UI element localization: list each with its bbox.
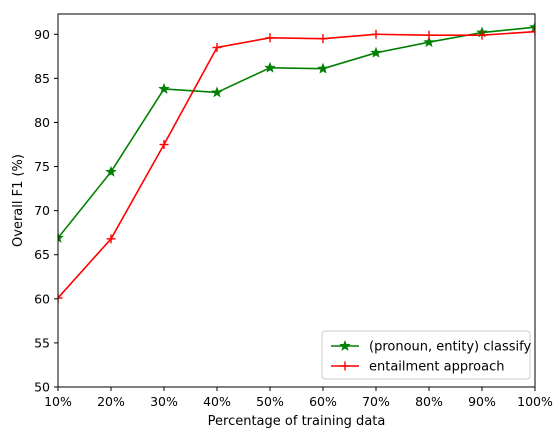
x-tick-label: 70% — [362, 394, 390, 409]
y-axis-label: Overall F1 (%) — [11, 154, 26, 247]
y-tick-label: 70 — [34, 203, 50, 218]
x-tick-label: 100% — [517, 394, 553, 409]
legend-label: entailment approach — [369, 360, 505, 375]
data-point — [159, 140, 169, 150]
data-point — [477, 30, 487, 40]
y-tick-label: 50 — [34, 380, 50, 395]
data-point — [58, 231, 64, 243]
data-point — [424, 30, 434, 40]
y-tick-label: 60 — [34, 291, 50, 306]
legend-box — [321, 330, 531, 380]
data-point — [58, 293, 63, 303]
y-tick-label: 55 — [34, 335, 50, 350]
legend-marker — [340, 361, 350, 371]
data-point — [211, 86, 223, 98]
x-tick-label: 30% — [150, 394, 178, 409]
series-1 — [58, 27, 535, 303]
data-point — [106, 234, 116, 244]
x-tick-label: 80% — [415, 394, 443, 409]
y-tick-label: 85 — [34, 71, 50, 86]
series-0 — [58, 21, 535, 243]
x-tick-label: 10% — [44, 394, 72, 409]
data-point — [317, 62, 329, 74]
data-point — [264, 61, 276, 73]
data-point — [158, 82, 170, 94]
x-axis-label: Percentage of training data — [208, 414, 386, 429]
legend-label: (pronoun, entity) classify — [369, 340, 531, 355]
series-layer — [58, 21, 535, 303]
legend-item: (pronoun, entity) classify — [331, 340, 531, 355]
x-axis: 10% 20% 30% 40% 50% 60% 70% 80% 90% 100% — [44, 387, 553, 409]
y-tick-label: 80 — [34, 115, 50, 130]
y-tick-label: 90 — [34, 27, 50, 42]
data-point — [423, 36, 435, 48]
y-tick-label: 75 — [34, 159, 50, 174]
y-axis: 50 55 60 65 70 75 80 85 90 — [34, 27, 58, 395]
data-point — [318, 34, 328, 44]
series-line — [58, 30, 535, 299]
plot-frame — [57, 13, 536, 388]
data-point — [530, 27, 535, 37]
x-tick-label: 40% — [203, 394, 231, 409]
y-tick-label: 65 — [34, 247, 50, 262]
data-point — [370, 46, 382, 58]
data-point — [105, 165, 117, 177]
x-tick-label: 60% — [309, 394, 337, 409]
series-line — [58, 26, 535, 239]
data-point — [529, 21, 535, 33]
legend-marker — [339, 339, 351, 351]
legend: (pronoun, entity) classify entailment app… — [321, 330, 531, 380]
x-tick-label: 90% — [468, 394, 496, 409]
data-point — [212, 43, 222, 53]
x-tick-label: 20% — [97, 394, 125, 409]
legend-item: entailment approach — [331, 360, 505, 375]
data-point — [265, 33, 275, 43]
x-tick-label: 50% — [256, 394, 284, 409]
data-point — [371, 29, 381, 39]
